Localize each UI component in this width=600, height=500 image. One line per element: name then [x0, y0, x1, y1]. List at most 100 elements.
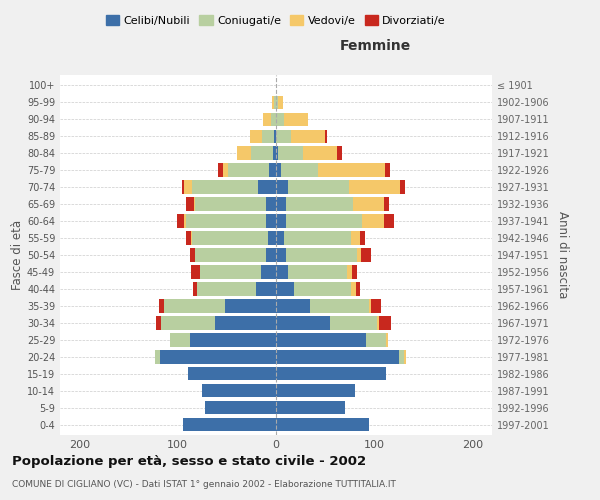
Bar: [228, 164, 269, 176]
Bar: [347, 266, 352, 278]
Y-axis label: Anni di nascita: Anni di nascita: [556, 212, 569, 298]
Y-axis label: Fasce di età: Fasce di età: [11, 220, 24, 290]
Bar: [399, 350, 404, 364]
Bar: [196, 248, 266, 262]
Bar: [251, 146, 273, 160]
Bar: [361, 232, 365, 244]
Bar: [291, 130, 325, 143]
Bar: [379, 316, 391, 330]
Bar: [200, 266, 261, 278]
Bar: [369, 300, 371, 312]
Bar: [218, 164, 223, 176]
Bar: [356, 282, 361, 296]
Bar: [185, 198, 194, 210]
Bar: [367, 334, 386, 346]
Bar: [325, 130, 327, 143]
Bar: [377, 316, 379, 330]
Bar: [170, 334, 190, 346]
Bar: [190, 248, 194, 262]
Bar: [161, 316, 215, 330]
Bar: [350, 282, 356, 296]
Bar: [276, 266, 288, 278]
Bar: [276, 384, 355, 398]
Bar: [276, 300, 310, 312]
Bar: [286, 214, 362, 228]
Bar: [177, 214, 184, 228]
Bar: [284, 232, 350, 244]
Bar: [371, 300, 381, 312]
Bar: [250, 130, 262, 143]
Bar: [184, 214, 185, 228]
Bar: [202, 384, 276, 398]
Legend: Celibi/Nubili, Coniugati/e, Vedovi/e, Divorziati/e: Celibi/Nubili, Coniugati/e, Vedovi/e, Di…: [101, 10, 451, 30]
Bar: [353, 198, 384, 210]
Bar: [356, 248, 361, 262]
Bar: [384, 198, 389, 210]
Bar: [278, 146, 302, 160]
Bar: [159, 300, 164, 312]
Bar: [183, 418, 276, 432]
Bar: [288, 180, 349, 194]
Bar: [276, 350, 399, 364]
Bar: [276, 146, 278, 160]
Bar: [194, 198, 196, 210]
Bar: [155, 350, 160, 364]
Bar: [164, 300, 225, 312]
Text: Femmine: Femmine: [340, 40, 411, 54]
Bar: [288, 266, 347, 278]
Bar: [276, 96, 278, 109]
Bar: [276, 248, 286, 262]
Text: Popolazione per età, sesso e stato civile - 2002: Popolazione per età, sesso e stato civil…: [12, 455, 366, 468]
Bar: [386, 334, 388, 346]
Bar: [185, 214, 266, 228]
Bar: [273, 146, 276, 160]
Bar: [263, 112, 271, 126]
Bar: [188, 367, 276, 380]
Bar: [361, 248, 371, 262]
Bar: [276, 367, 386, 380]
Bar: [237, 146, 251, 160]
Bar: [160, 350, 276, 364]
Bar: [293, 282, 350, 296]
Bar: [352, 266, 356, 278]
Bar: [276, 401, 345, 414]
Bar: [182, 180, 184, 194]
Bar: [256, 282, 276, 296]
Bar: [196, 198, 266, 210]
Bar: [276, 334, 367, 346]
Bar: [197, 282, 256, 296]
Bar: [259, 180, 276, 194]
Bar: [276, 180, 288, 194]
Bar: [271, 112, 276, 126]
Text: COMUNE DI CIGLIANO (VC) - Dati ISTAT 1° gennaio 2002 - Elaborazione TUTTITALIA.I: COMUNE DI CIGLIANO (VC) - Dati ISTAT 1° …: [12, 480, 396, 489]
Bar: [276, 112, 284, 126]
Bar: [278, 96, 283, 109]
Bar: [276, 316, 330, 330]
Bar: [274, 96, 276, 109]
Bar: [400, 180, 404, 194]
Bar: [276, 164, 281, 176]
Bar: [284, 112, 308, 126]
Bar: [193, 282, 197, 296]
Bar: [302, 146, 337, 160]
Bar: [269, 164, 276, 176]
Bar: [215, 316, 276, 330]
Bar: [385, 164, 390, 176]
Bar: [191, 232, 268, 244]
Bar: [349, 180, 400, 194]
Bar: [194, 248, 196, 262]
Bar: [205, 401, 276, 414]
Bar: [337, 146, 342, 160]
Bar: [266, 198, 276, 210]
Bar: [223, 164, 228, 176]
Bar: [191, 266, 200, 278]
Bar: [272, 96, 274, 109]
Bar: [191, 180, 259, 194]
Bar: [384, 214, 394, 228]
Bar: [404, 350, 406, 364]
Bar: [276, 198, 286, 210]
Bar: [190, 334, 276, 346]
Bar: [262, 130, 274, 143]
Bar: [276, 214, 286, 228]
Bar: [286, 198, 353, 210]
